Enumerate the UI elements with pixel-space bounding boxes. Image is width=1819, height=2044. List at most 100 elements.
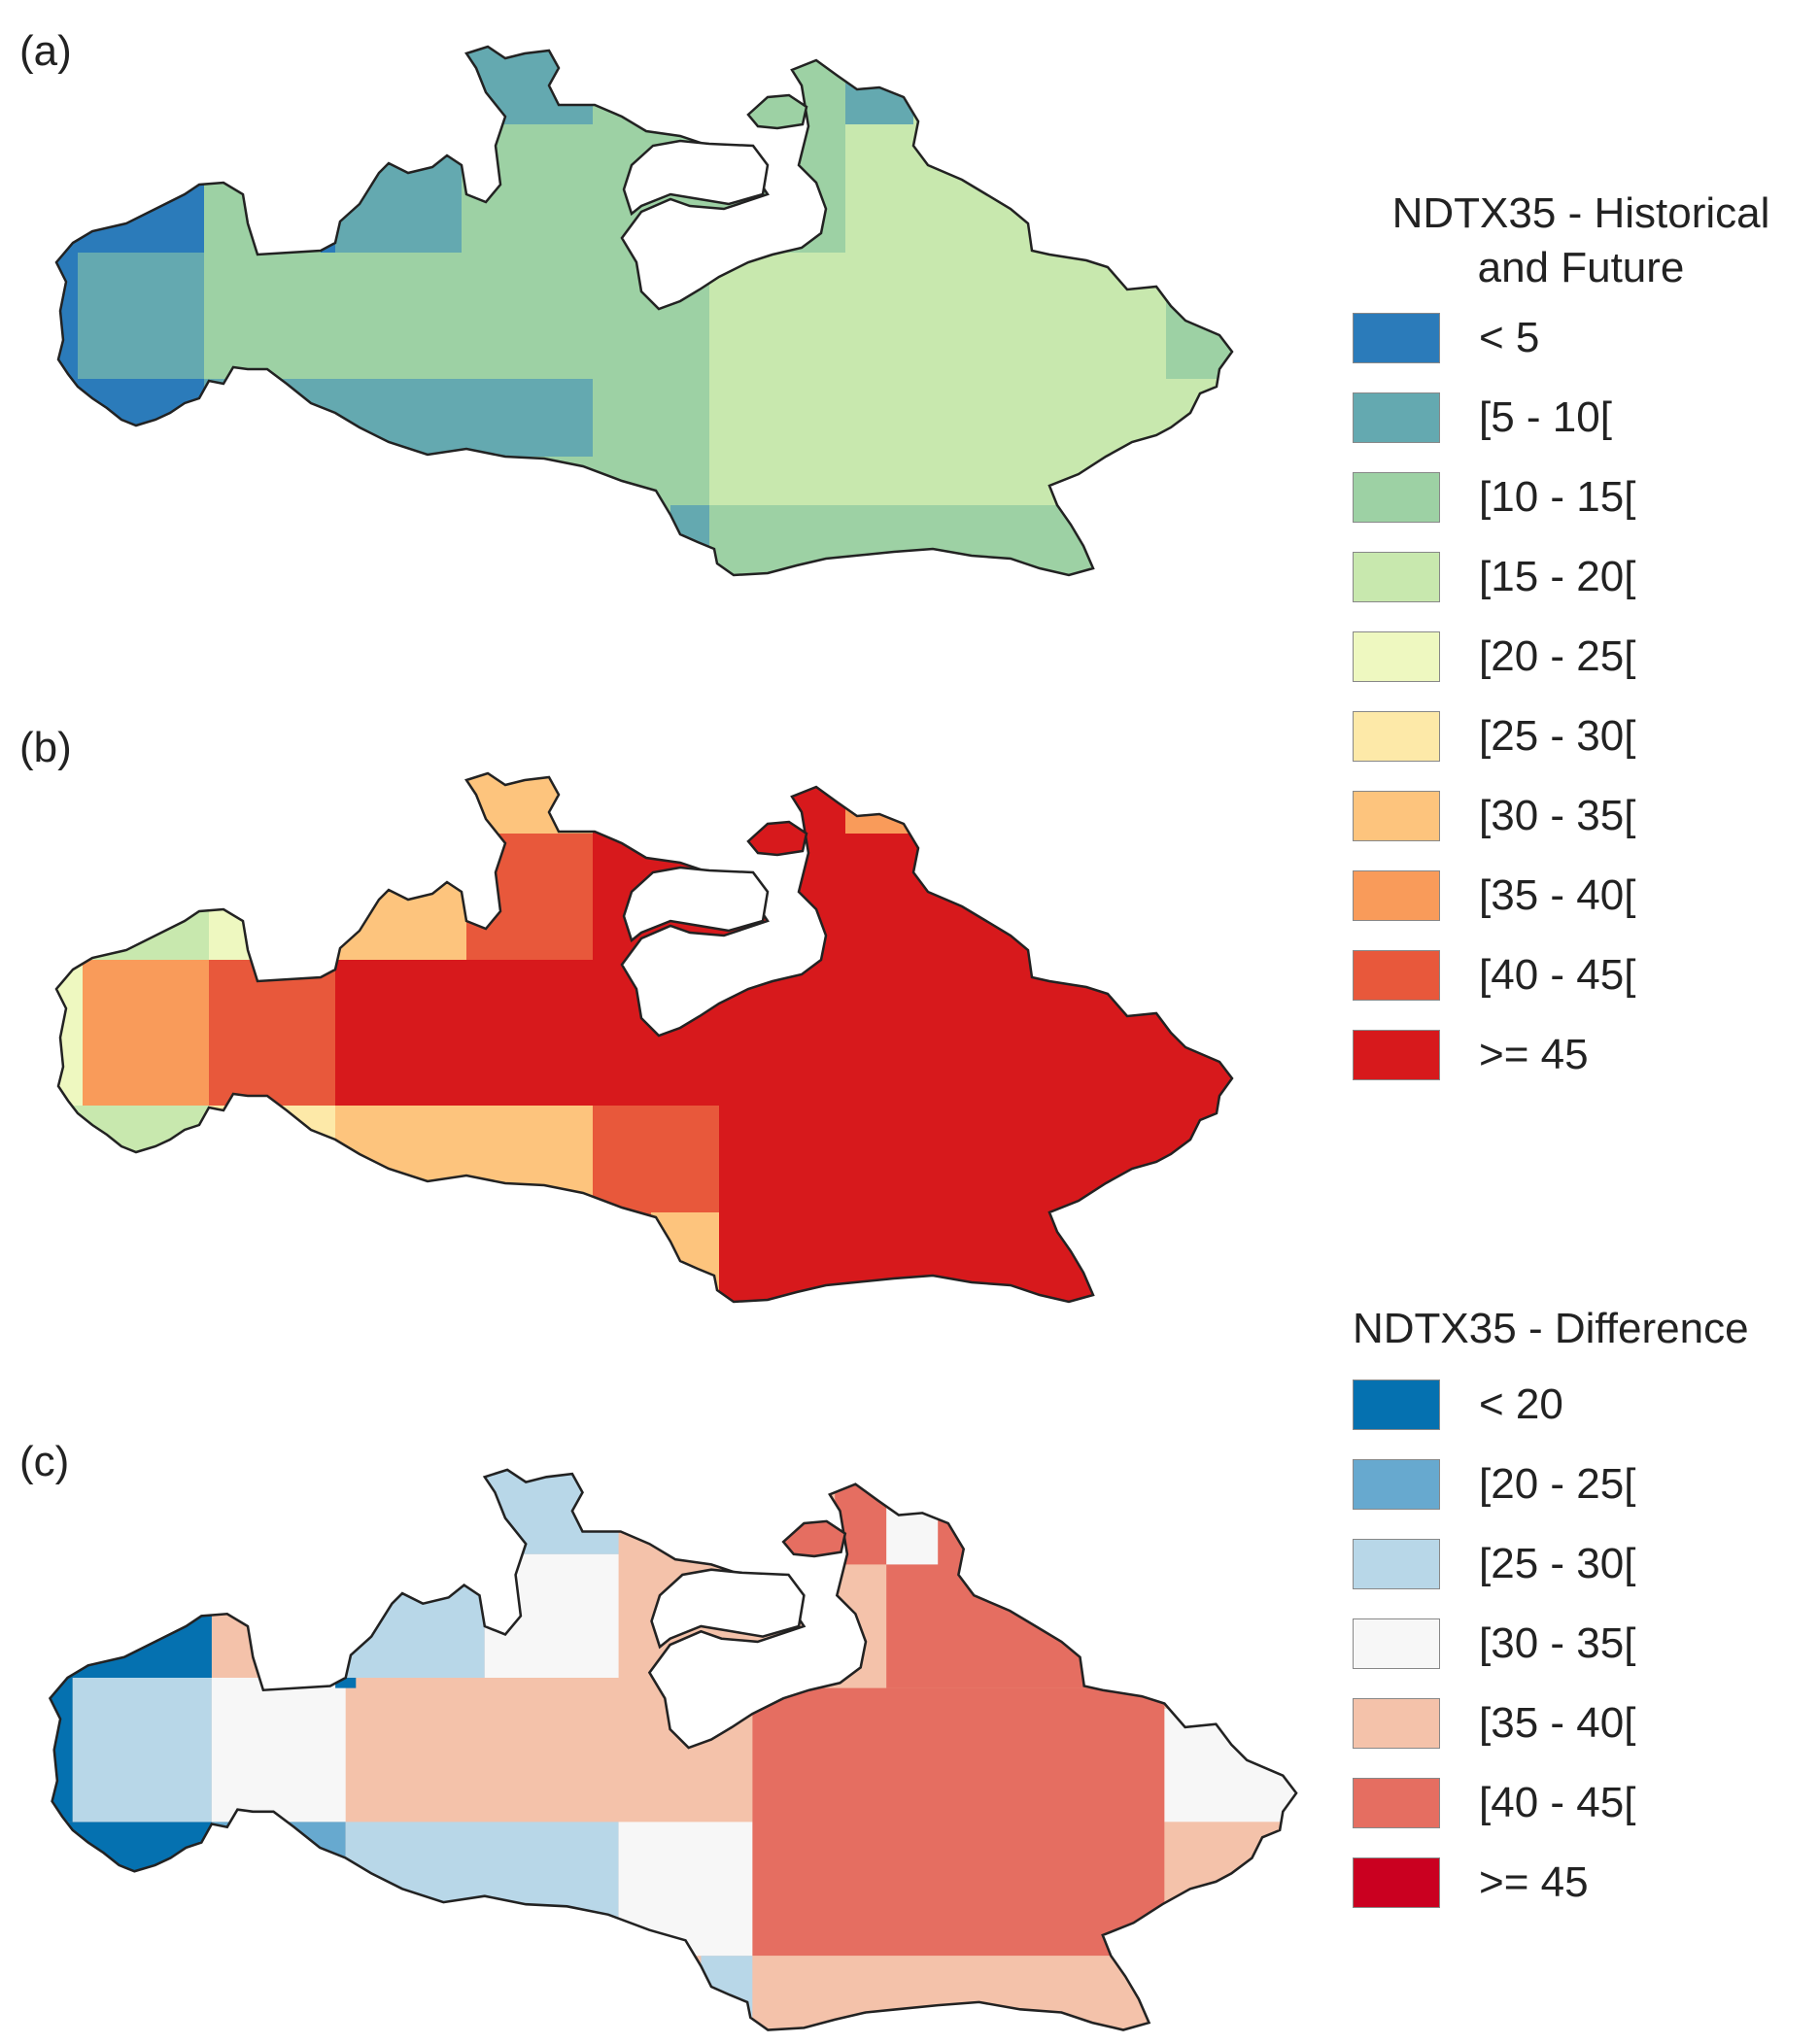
legend-diff-item: [20 - 25[ bbox=[1353, 1459, 1809, 1539]
legend-diff-title: NDTX35 - Difference bbox=[1353, 1305, 1749, 1352]
legend-label: [5 - 10[ bbox=[1479, 393, 1612, 441]
cell-c-south-east bbox=[752, 1956, 1297, 2030]
cell-b-west-edge bbox=[56, 931, 83, 1106]
cell-c-south-mid bbox=[618, 1822, 753, 1957]
cell-a-northeast-cap bbox=[845, 47, 913, 124]
legend-swatch bbox=[1353, 1030, 1440, 1080]
legend-swatch bbox=[1353, 631, 1440, 682]
cell-c-northeast-cap bbox=[886, 1469, 939, 1565]
cell-b-west-center bbox=[83, 960, 209, 1106]
cell-b-west-inner bbox=[209, 960, 335, 1106]
legend-swatch bbox=[1353, 1380, 1440, 1430]
cell-c-north-2 bbox=[484, 1553, 619, 1678]
cell-c-west-edge bbox=[50, 1678, 73, 1823]
legend-swatch bbox=[1353, 552, 1440, 602]
legend-label: [35 - 40[ bbox=[1479, 871, 1636, 919]
cell-b-south-pale bbox=[209, 1106, 335, 1212]
legend-swatch bbox=[1353, 870, 1440, 921]
legend-diff-item: [40 - 45[ bbox=[1353, 1778, 1809, 1857]
legend-label: [20 - 25[ bbox=[1479, 632, 1636, 680]
legend-hist-item: < 5 bbox=[1353, 313, 1809, 392]
cell-c-north-1 bbox=[345, 1553, 485, 1678]
cell-b-northwest bbox=[56, 773, 209, 979]
legend-hist-item: [15 - 20[ bbox=[1353, 552, 1809, 631]
legend-swatch bbox=[1353, 1539, 1440, 1589]
cell-c-south-band bbox=[345, 1822, 619, 1935]
cell-b-south-tip bbox=[651, 1212, 719, 1302]
legend-swatch bbox=[1353, 313, 1440, 363]
legend-label: [15 - 20[ bbox=[1479, 553, 1636, 600]
legend-label: < 5 bbox=[1479, 314, 1540, 361]
legend-label: >= 45 bbox=[1479, 1858, 1589, 1906]
legend-label: [20 - 25[ bbox=[1479, 1460, 1636, 1508]
legend-hist-item: >= 45 bbox=[1353, 1030, 1809, 1109]
cell-a-southwest bbox=[56, 379, 204, 437]
cell-a-northeast-strip bbox=[797, 47, 845, 253]
cell-b-north-2 bbox=[466, 824, 593, 960]
legend-swatch bbox=[1353, 472, 1440, 523]
islet-a bbox=[746, 93, 808, 130]
legend-label: [35 - 40[ bbox=[1479, 1699, 1636, 1747]
legend-label: [30 - 35[ bbox=[1479, 1619, 1636, 1667]
cell-a-south-east bbox=[709, 505, 1232, 575]
legend-label: [40 - 45[ bbox=[1479, 1779, 1636, 1826]
legend-historical-future: NDTX35 - Historical and Future < 5 [5 - … bbox=[1353, 187, 1809, 1109]
legend-hist-item: [30 - 35[ bbox=[1353, 791, 1809, 870]
map-panel-b bbox=[54, 771, 1234, 1304]
cell-c-south-1 bbox=[211, 1822, 346, 1884]
map-panel-a bbox=[54, 45, 1234, 577]
panel-label-c: (c) bbox=[19, 1438, 70, 1485]
legend-label: [40 - 45[ bbox=[1479, 951, 1636, 999]
legend-label: [25 - 30[ bbox=[1479, 712, 1636, 760]
cell-a-northeast bbox=[845, 47, 1232, 253]
map-panel-c bbox=[49, 1468, 1298, 2031]
legend-diff-item: [35 - 40[ bbox=[1353, 1698, 1809, 1778]
legend-hist-item: [20 - 25[ bbox=[1353, 631, 1809, 711]
legend-label: [25 - 30[ bbox=[1479, 1540, 1636, 1587]
cell-c-east-lower bbox=[1164, 1822, 1297, 1935]
cell-a-west-center bbox=[78, 253, 204, 379]
legend-diff-item: [30 - 35[ bbox=[1353, 1618, 1809, 1698]
panel-label-a: (a) bbox=[19, 27, 72, 75]
legend-hist-title: NDTX35 - Historical and Future bbox=[1353, 187, 1809, 295]
cell-c-north-lobe bbox=[484, 1469, 619, 1554]
cell-c-northwest bbox=[50, 1469, 212, 1678]
legend-hist-item: [25 - 30[ bbox=[1353, 711, 1809, 791]
panel-label-b: (b) bbox=[19, 724, 72, 771]
cell-b-northeast-cap bbox=[845, 773, 913, 834]
legend-hist-item: [35 - 40[ bbox=[1353, 870, 1809, 950]
legend-swatch bbox=[1353, 392, 1440, 443]
cell-c-west-inner bbox=[211, 1678, 346, 1823]
legend-label: [10 - 15[ bbox=[1479, 473, 1636, 521]
legend-label: >= 45 bbox=[1479, 1031, 1589, 1078]
legend-swatch bbox=[1353, 711, 1440, 762]
legend-hist-item: [40 - 45[ bbox=[1353, 950, 1809, 1030]
islet-c bbox=[781, 1519, 847, 1558]
legend-diff-item: < 20 bbox=[1353, 1380, 1809, 1459]
legend-hist-item: [5 - 10[ bbox=[1353, 392, 1809, 472]
cell-c-southwest bbox=[50, 1822, 212, 1925]
legend-swatch bbox=[1353, 1618, 1440, 1669]
legend-swatch bbox=[1353, 1698, 1440, 1749]
cell-b-south-mid bbox=[593, 1106, 719, 1222]
legend-hist-item: [10 - 15[ bbox=[1353, 472, 1809, 552]
legend-difference: NDTX35 - Difference < 20 [20 - 25[ [25 -… bbox=[1353, 1302, 1809, 1937]
cell-b-south-band bbox=[335, 1106, 593, 1212]
legend-swatch bbox=[1353, 1459, 1440, 1510]
legend-diff-item: [25 - 30[ bbox=[1353, 1539, 1809, 1618]
legend-swatch bbox=[1353, 1778, 1440, 1828]
cell-a-west-edge bbox=[56, 175, 78, 427]
legend-swatch bbox=[1353, 791, 1440, 841]
legend-swatch bbox=[1353, 950, 1440, 1001]
cell-b-southwest bbox=[56, 1106, 209, 1203]
islet-b bbox=[746, 820, 808, 857]
cell-c-east-block bbox=[752, 1687, 1165, 1957]
legend-hist-title-line2: and Future bbox=[1477, 244, 1685, 291]
legend-label: < 20 bbox=[1479, 1380, 1563, 1428]
cell-b-north-pale bbox=[209, 773, 335, 979]
legend-swatch bbox=[1353, 1857, 1440, 1908]
legend-label: [30 - 35[ bbox=[1479, 792, 1636, 839]
cell-b-north-1 bbox=[335, 824, 466, 960]
legend-hist-title-line1: NDTX35 - Historical bbox=[1391, 189, 1770, 237]
